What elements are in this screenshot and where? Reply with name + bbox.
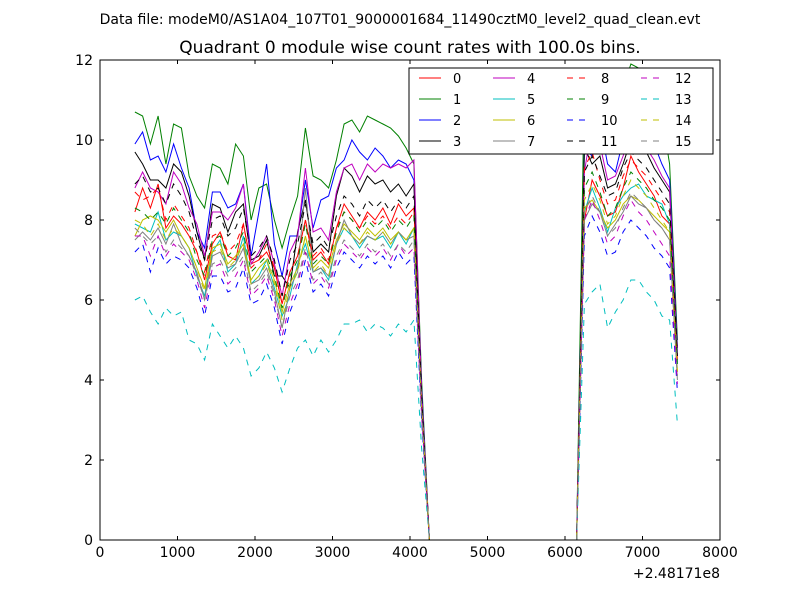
legend-label-6: 6: [527, 114, 535, 129]
series-line-0: [134, 154, 678, 541]
legend-label-10: 10: [601, 114, 618, 129]
y-tick-label: 6: [84, 293, 93, 309]
y-tick-label: 0: [84, 533, 93, 549]
legend-label-13: 13: [675, 93, 692, 108]
legend-label-9: 9: [601, 93, 609, 108]
series-line-3: [134, 139, 678, 541]
legend-label-2: 2: [453, 114, 461, 129]
series-line-12: [134, 198, 678, 541]
series-line-14: [134, 179, 678, 541]
axis-layer: 0 1000 2000 3000 4000 5000 6000 7000 80000246810…: [75, 53, 738, 561]
legend-label-5: 5: [527, 93, 535, 108]
legend-label-15: 15: [675, 135, 692, 150]
x-tick-label: 5000: [470, 545, 506, 561]
series-line-9: [134, 170, 678, 541]
series-line-2: [134, 115, 678, 541]
x-tick-label: 8000: [702, 545, 738, 561]
chart-title: Quadrant 0 module wise count rates with …: [179, 38, 640, 58]
x-tick-label: 3000: [315, 545, 351, 561]
x-tick-label: 7000: [625, 545, 661, 561]
legend-label-1: 1: [453, 93, 461, 108]
y-tick-label: 10: [75, 133, 93, 149]
series-line-10: [134, 214, 678, 541]
y-tick-label: 8: [84, 213, 93, 229]
series-line-4: [134, 122, 678, 541]
series-layer: [134, 63, 678, 541]
series-line-13: [134, 279, 678, 541]
datafile-label: Data file: modeM0/AS1A04_107T01_90000016…: [100, 12, 701, 28]
x-offset-label: +2.48171e8: [633, 566, 720, 582]
x-tick-label: 4000: [392, 545, 428, 561]
x-tick-label: 1000: [160, 545, 196, 561]
series-line-8: [134, 150, 678, 541]
series-line-11: [134, 151, 678, 541]
legend-label-7: 7: [527, 135, 535, 150]
x-tick-label: 0: [96, 545, 105, 561]
legend-box: [408, 67, 714, 155]
y-tick-label: 4: [84, 373, 93, 389]
legend-label-4: 4: [527, 72, 535, 87]
legend-label-8: 8: [601, 72, 609, 87]
y-tick-label: 12: [75, 53, 93, 69]
legend-label-11: 11: [601, 135, 618, 150]
legend-label-12: 12: [675, 72, 692, 87]
legend-label-3: 3: [453, 135, 461, 150]
x-tick-label: 6000: [547, 545, 583, 561]
series-line-6: [134, 195, 678, 541]
x-tick-label: 2000: [237, 545, 273, 561]
legend-label-14: 14: [675, 114, 692, 129]
legend-label-0: 0: [453, 72, 461, 87]
y-tick-label: 2: [84, 453, 93, 469]
series-line-7: [134, 187, 678, 541]
